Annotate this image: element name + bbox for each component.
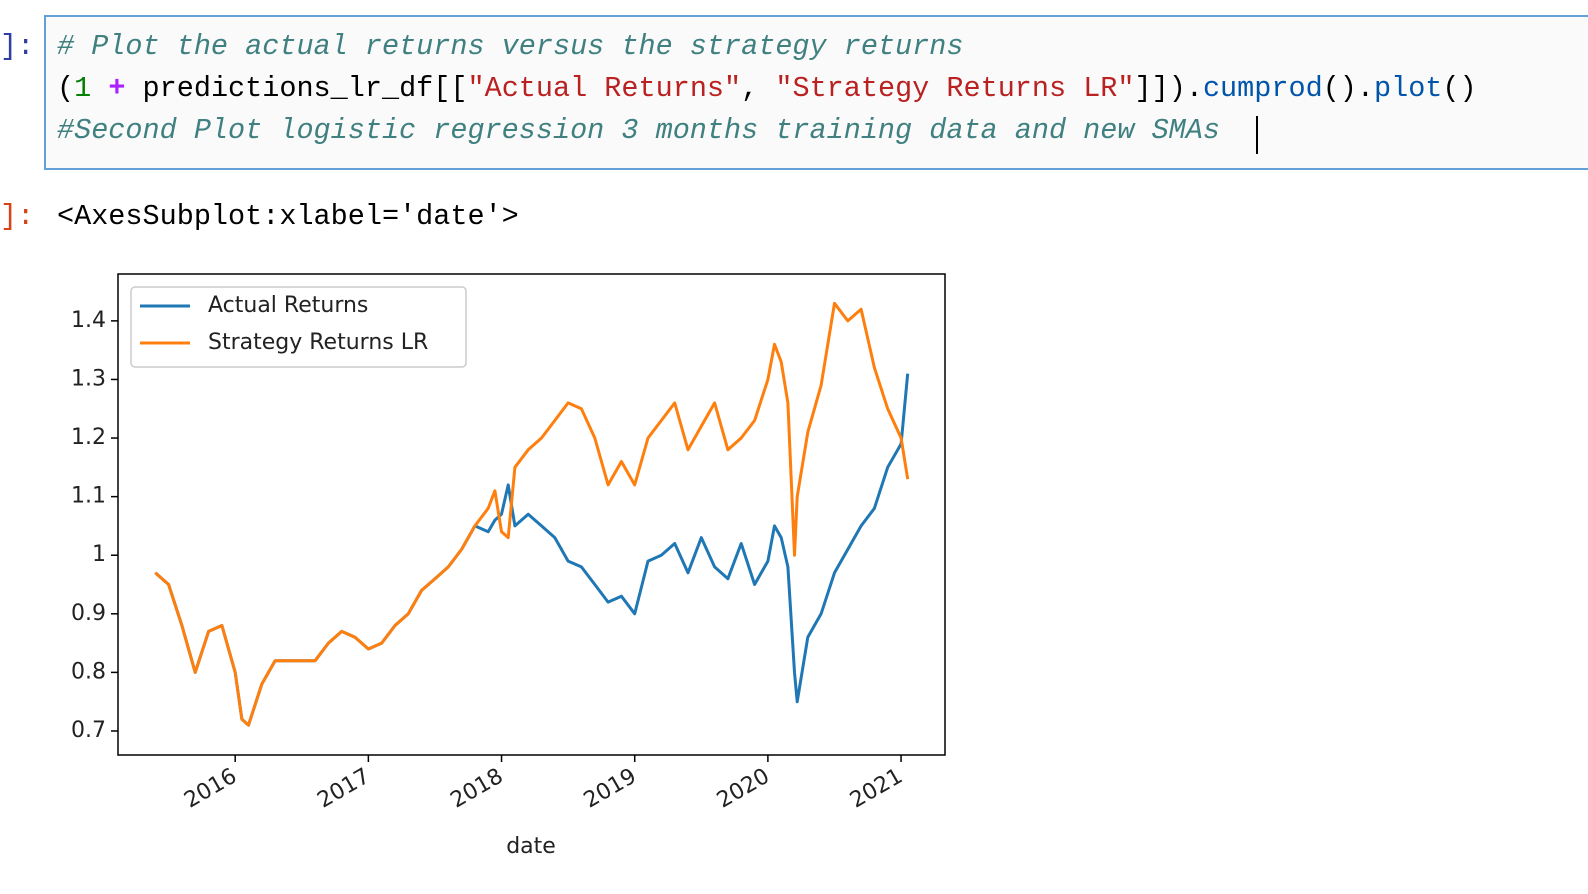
output-text: <AxesSubplot:xlabel='date'> [57,200,519,233]
output-prompt: ]: [0,200,35,233]
code-token: "Actual Returns" [467,72,742,105]
x-tick-label: 2018 [447,764,508,814]
code-cell[interactable] [44,15,1588,170]
code-token: , [741,72,776,105]
code-line: # Plot the actual returns versus the str… [57,30,964,63]
code-token: predictions_lr_df[[ [142,72,468,105]
y-tick-label: 1.1 [71,484,106,509]
x-axis-label: date [506,834,556,859]
axes-frame [117,273,946,756]
x-tick-label: 2019 [580,764,641,814]
legend-label: Actual Returns [208,293,368,318]
y-tick-label: 1 [92,542,106,567]
y-tick-label: 0.8 [71,659,106,684]
chart: date 0.7 0.8 0.9 1 1.1 1.2 1.3 1.4 2016 2017 2018 2… [71,273,946,859]
code-token: "Strategy Returns LR" [775,72,1135,105]
x-tick-label: 2021 [846,764,907,814]
code-line: #Second Plot logistic regression 3 month… [57,114,1220,147]
legend-label: Strategy Returns LR [208,330,428,355]
y-tick-label: 0.7 [71,718,106,743]
y-tick-label: 1.3 [71,366,106,391]
legend-box [130,286,467,368]
y-tick-label: 0.9 [71,601,106,626]
code-token: + [91,72,143,105]
code-token: plot [1374,72,1443,105]
y-tick-label: 1.2 [71,425,106,450]
x-tick-label: 2016 [180,764,241,814]
code-token: () [1442,72,1477,105]
code-token: 1 [74,72,92,105]
input-prompt: ]: [0,30,35,63]
code-token: ]]). [1134,72,1203,105]
x-tick-label: 2017 [313,764,374,814]
code-token: cumprod [1202,72,1323,105]
code-token: (). [1322,72,1374,105]
code-token: ( [57,72,75,105]
y-tick-label: 1.4 [71,308,106,333]
code-line: (1 + predictions_lr_df[["Actual Returns"… [57,72,1477,105]
text-cursor [1256,116,1258,154]
series-line [154,301,910,727]
x-tick-label: 2020 [713,764,774,814]
